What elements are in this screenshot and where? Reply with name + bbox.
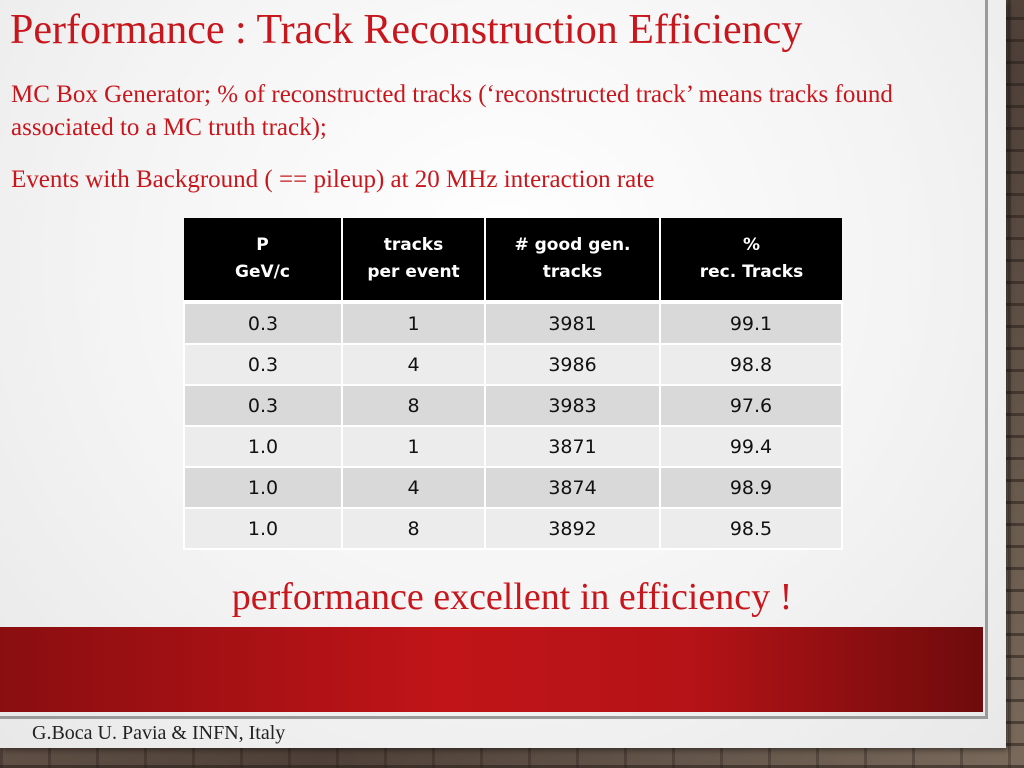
cell-rec-percent: 98.5 (659, 507, 843, 550)
table-header-row: P GeV/c tracks per event # good gen. tra… (184, 218, 842, 302)
cell-tracks-per-event: 8 (341, 384, 486, 427)
cell-good-gen-tracks: 3874 (484, 466, 661, 509)
slide-title: Performance : Track Reconstruction Effic… (10, 7, 803, 53)
cell-tracks-per-event: 4 (341, 466, 486, 509)
cell-momentum: 0.3 (183, 301, 343, 345)
table-row: 1.0 4 3874 98.9 (183, 466, 843, 509)
table-row: 0.3 1 3981 99.1 (183, 301, 843, 345)
header-line: per event (367, 262, 460, 282)
cell-rec-percent: 97.6 (659, 384, 843, 427)
cell-good-gen-tracks: 3983 (484, 384, 661, 427)
cell-momentum: 0.3 (183, 343, 343, 386)
cell-rec-percent: 99.1 (659, 301, 843, 345)
table-row: 0.3 4 3986 98.8 (183, 343, 843, 386)
cell-good-gen-tracks: 3871 (484, 425, 661, 468)
header-line: rec. Tracks (699, 262, 804, 282)
cell-good-gen-tracks: 3981 (484, 301, 661, 345)
cell-momentum: 1.0 (183, 507, 343, 550)
cell-tracks-per-event: 1 (341, 425, 486, 468)
header-line: GeV/c (235, 262, 290, 282)
header-line: tracks (383, 235, 444, 255)
header-momentum: P GeV/c (184, 218, 343, 302)
cell-good-gen-tracks: 3892 (484, 507, 661, 550)
header-line: tracks (542, 262, 603, 282)
header-good-gen-tracks: # good gen. tracks (485, 218, 661, 302)
efficiency-table: P GeV/c tracks per event # good gen. tra… (183, 218, 843, 550)
cell-tracks-per-event: 1 (341, 301, 486, 345)
table-row: 1.0 1 3871 99.4 (183, 425, 843, 468)
header-line: # good gen. (514, 235, 631, 255)
cell-momentum: 1.0 (183, 425, 343, 468)
table-row: 1.0 8 3892 98.5 (183, 507, 843, 550)
cell-rec-percent: 98.8 (659, 343, 843, 386)
table-row: 0.3 8 3983 97.6 (183, 384, 843, 427)
cell-momentum: 0.3 (183, 384, 343, 427)
cell-good-gen-tracks: 3986 (484, 343, 661, 386)
header-line: P (256, 235, 269, 255)
cell-rec-percent: 98.9 (659, 466, 843, 509)
slide: Performance : Track Reconstruction Effic… (0, 0, 1006, 748)
cell-rec-percent: 99.4 (659, 425, 843, 468)
red-banner (0, 627, 983, 712)
cell-tracks-per-event: 8 (341, 507, 486, 550)
header-line: % (742, 235, 761, 255)
header-tracks-per-event: tracks per event (342, 218, 486, 302)
cell-momentum: 1.0 (183, 466, 343, 509)
description-text: MC Box Generator; % of reconstructed tra… (11, 81, 893, 141)
header-rec-tracks-percent: % rec. Tracks (660, 218, 842, 302)
cell-tracks-per-event: 4 (341, 343, 486, 386)
conclusion-text: performance excellent in efficiency ! (231, 576, 793, 618)
footer-author: G.Boca U. Pavia & INFN, Italy (32, 722, 286, 744)
background-conditions-text: Events with Background ( == pileup) at 2… (11, 166, 655, 193)
